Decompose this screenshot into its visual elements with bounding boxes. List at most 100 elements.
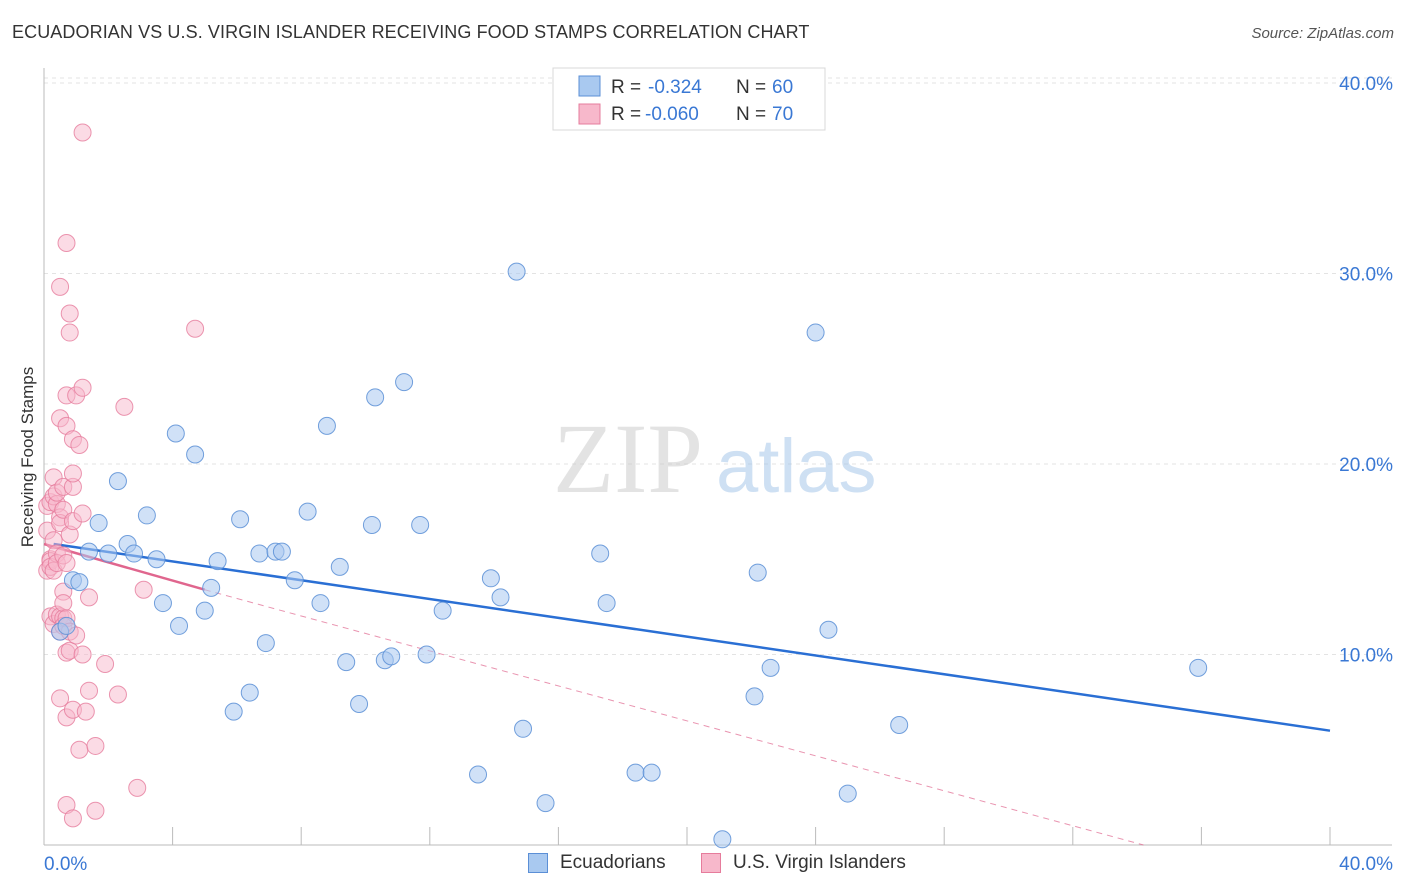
data-point-virgin-islander <box>73 123 92 142</box>
data-point-virgin-islander <box>115 397 134 416</box>
trend-line-ecuadorians <box>53 542 1331 732</box>
chart-title: ECUADORIAN VS U.S. VIRGIN ISLANDER RECEI… <box>12 22 810 42</box>
data-point-virgin-islander <box>108 685 127 704</box>
watermark-zip: ZIP <box>553 403 703 514</box>
data-point-ecuadorian <box>507 262 526 281</box>
data-point-virgin-islander <box>51 277 70 296</box>
data-point-ecuadorian <box>469 765 488 784</box>
data-point-ecuadorian <box>806 323 825 342</box>
legend-bottom: Ecuadorians U.S. Virgin Islanders <box>0 850 1406 880</box>
data-point-ecuadorian <box>591 544 610 563</box>
data-point-ecuadorian <box>298 502 317 521</box>
y-tick-label: 40.0% <box>1339 74 1393 95</box>
data-point-ecuadorian <box>536 794 555 813</box>
legend-n-label: N = <box>736 104 766 125</box>
data-point-virgin-islander <box>86 736 105 755</box>
legend-swatch-blue <box>578 75 601 97</box>
series-ecuadorians <box>51 262 1208 849</box>
data-point-virgin-islander <box>60 304 79 323</box>
data-point-ecuadorian <box>272 542 291 561</box>
legend-label: U.S. Virgin Islanders <box>733 852 906 873</box>
data-point-virgin-islander <box>60 323 79 342</box>
data-point-ecuadorian <box>395 373 414 392</box>
data-point-ecuadorian <box>224 702 243 721</box>
data-point-ecuadorian <box>89 514 108 533</box>
data-point-virgin-islander <box>96 655 115 674</box>
data-point-ecuadorian <box>626 763 645 782</box>
y-tick-label: 20.0% <box>1339 455 1393 476</box>
trend-line-virgin-islanders-extension <box>204 589 1144 846</box>
legend-item-ecuadorians[interactable]: Ecuadorians <box>528 852 666 874</box>
x-tick-label: 0.0% <box>44 854 87 875</box>
data-point-ecuadorian <box>166 424 185 443</box>
data-point-ecuadorian <box>337 653 356 672</box>
data-point-ecuadorian <box>597 594 616 613</box>
data-point-ecuadorian <box>362 515 381 534</box>
data-point-ecuadorian <box>170 616 189 635</box>
data-point-ecuadorian <box>231 510 250 529</box>
legend-n-value: 60 <box>772 77 793 98</box>
data-point-ecuadorian <box>125 544 144 563</box>
data-point-ecuadorian <box>745 687 764 706</box>
data-point-ecuadorian <box>642 763 661 782</box>
legend-r-value: -0.060 <box>645 104 699 125</box>
data-point-ecuadorian <box>208 552 227 571</box>
legend-r-value: -0.324 <box>648 77 702 98</box>
source-label: Source: ZipAtlas.com <box>1251 25 1394 42</box>
data-point-virgin-islander <box>57 554 76 573</box>
data-point-ecuadorian <box>890 715 909 734</box>
legend-n-label: N = <box>736 77 766 98</box>
data-point-ecuadorian <box>99 544 118 563</box>
data-point-ecuadorian <box>186 445 205 464</box>
legend-n-value: 70 <box>772 104 793 125</box>
data-point-virgin-islander <box>86 801 105 820</box>
data-point-ecuadorian <box>240 683 259 702</box>
data-point-virgin-islander <box>73 645 92 664</box>
data-point-ecuadorian <box>417 645 436 664</box>
gridlines <box>44 77 1392 655</box>
data-point-virgin-islander <box>54 594 73 613</box>
data-point-ecuadorian <box>80 542 99 561</box>
data-point-ecuadorian <box>761 658 780 677</box>
data-point-virgin-islander <box>70 740 89 759</box>
data-point-ecuadorian <box>819 620 838 639</box>
watermark: ZIP atlas <box>553 403 877 514</box>
data-point-ecuadorian <box>70 573 89 592</box>
data-point-ecuadorian <box>202 578 221 597</box>
y-tick-labels: 10.0% 20.0% 30.0% 40.0% <box>1339 74 1393 667</box>
data-point-virgin-islander <box>73 378 92 397</box>
legend-swatch-blue <box>528 853 548 873</box>
data-point-ecuadorian <box>491 588 510 607</box>
legend-swatch-pink <box>578 103 601 125</box>
data-point-virgin-islander <box>63 464 82 483</box>
data-point-ecuadorian <box>838 784 857 803</box>
data-point-virgin-islander <box>57 234 76 253</box>
trend-lines <box>43 542 1331 846</box>
data-point-virgin-islander <box>70 435 89 454</box>
data-point-ecuadorian <box>317 416 336 435</box>
data-point-ecuadorian <box>250 544 269 563</box>
data-point-ecuadorian <box>153 594 172 613</box>
data-point-ecuadorian <box>411 515 430 534</box>
legend-r-label: R = <box>611 77 641 98</box>
legend-item-virgin-islanders[interactable]: U.S. Virgin Islanders <box>701 852 906 874</box>
data-point-ecuadorian <box>748 563 767 582</box>
data-point-virgin-islander <box>80 588 99 607</box>
data-point-virgin-islander <box>76 702 95 721</box>
data-point-ecuadorian <box>311 594 330 613</box>
y-tick-label: 10.0% <box>1339 646 1393 667</box>
legend-swatch-pink <box>701 853 721 873</box>
data-point-ecuadorian <box>57 616 76 635</box>
data-point-virgin-islander <box>51 689 70 708</box>
data-point-ecuadorian <box>330 557 349 576</box>
data-point-ecuadorian <box>137 506 156 525</box>
data-point-virgin-islander <box>128 778 147 797</box>
data-point-ecuadorian <box>713 830 732 849</box>
x-tick-labels: 0.0% 40.0% <box>44 854 1393 875</box>
watermark-atlas: atlas <box>716 424 877 509</box>
legend-label: Ecuadorians <box>560 852 666 873</box>
data-point-ecuadorian <box>1189 658 1208 677</box>
data-point-ecuadorian <box>285 571 304 590</box>
data-point-ecuadorian <box>382 647 401 666</box>
